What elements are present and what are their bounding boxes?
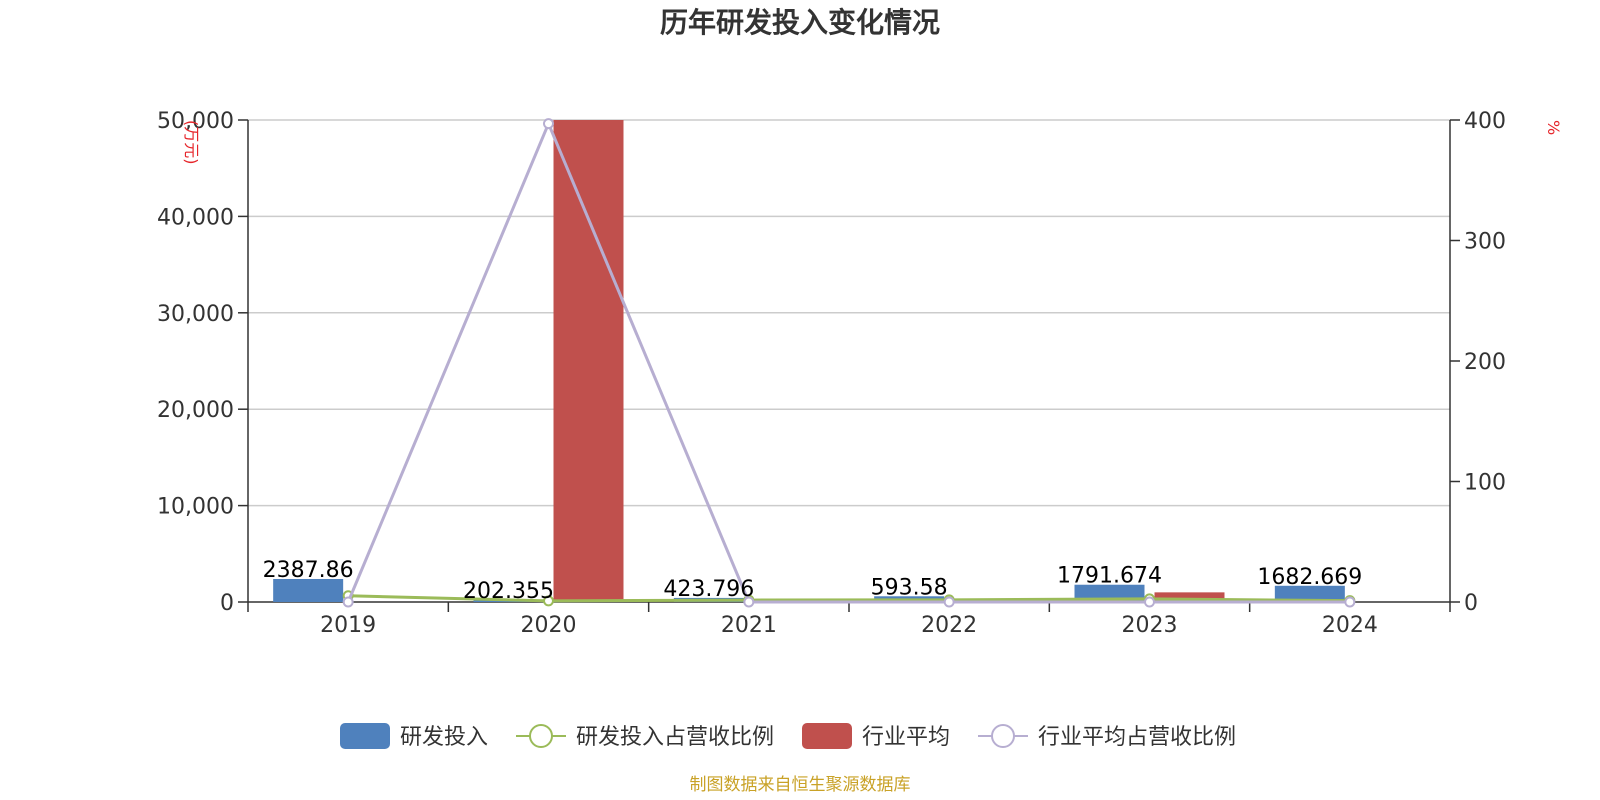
- legend-swatch-marker: [529, 724, 553, 748]
- left-tick-label: 50,000: [157, 109, 234, 134]
- legend-item[interactable]: 研发投入: [340, 723, 488, 750]
- line-point: [543, 118, 554, 130]
- legend-label: 研发投入: [400, 725, 488, 750]
- right-axis-unit: %: [1544, 120, 1563, 135]
- right-tick-label: 300: [1464, 230, 1506, 255]
- bar-industry-average: [553, 120, 624, 602]
- line-point: [1144, 596, 1155, 608]
- bar-rd-investment: [1274, 585, 1345, 602]
- line-point: [342, 596, 354, 608]
- left-axis-unit: (万元): [182, 120, 201, 165]
- line-series-3: [346, 119, 1350, 604]
- legend-item[interactable]: 行业平均占营收比例: [978, 724, 1236, 750]
- legend-label: 行业平均占营收比例: [1038, 725, 1236, 750]
- x-tick-label: 2023: [1122, 613, 1178, 638]
- x-tick-label: 2024: [1322, 613, 1378, 638]
- left-tick-label: 20,000: [157, 398, 234, 423]
- legend-swatch-bar: [802, 723, 852, 749]
- left-tick-label: 30,000: [157, 302, 234, 327]
- legend-swatch-bar: [340, 723, 390, 749]
- x-tick-label: 2020: [521, 613, 577, 638]
- right-tick-label: 100: [1464, 471, 1506, 496]
- line-point: [943, 596, 955, 608]
- data-label: 1682.669: [1257, 565, 1362, 590]
- data-label: 423.796: [663, 577, 754, 602]
- legend-swatch-marker: [991, 724, 1015, 748]
- lines: [342, 118, 1356, 608]
- x-tick-label: 2021: [721, 613, 777, 638]
- right-tick-label: 400: [1464, 109, 1506, 134]
- axes: 0 10,000 20,000 30,000 40,000 50,000 0 100 200 30…: [157, 109, 1563, 638]
- left-tick-label: 40,000: [157, 205, 234, 230]
- gridlines: [248, 119, 1450, 507]
- bar-rd-investment: [273, 578, 344, 602]
- right-tick-label: 0: [1464, 591, 1478, 616]
- legend-label: 行业平均: [862, 725, 950, 750]
- data-label: 1791.674: [1057, 564, 1162, 589]
- line-series-1: [348, 594, 1350, 603]
- bar-industry-average: [1154, 592, 1225, 602]
- x-tick-label: 2019: [320, 613, 376, 638]
- source-footer: 制图数据来自恒生聚源数据库: [690, 775, 911, 795]
- legend-item[interactable]: 行业平均: [802, 723, 950, 750]
- data-label: 2387.86: [263, 558, 354, 583]
- line-point: [543, 595, 554, 607]
- chart-title: 历年研发投入变化情况: [660, 6, 940, 39]
- data-label: 202.355: [463, 579, 554, 604]
- left-tick-label: 10,000: [157, 495, 234, 520]
- line-point: [743, 596, 755, 608]
- legend-label: 研发投入占营收比例: [576, 725, 774, 750]
- bars: [273, 120, 1345, 602]
- legend[interactable]: 研发投入 研发投入占营收比例 行业平均 行业平均占营收比例: [340, 723, 1236, 750]
- data-label: 593.58: [871, 575, 948, 600]
- data-labels: 2387.86 202.355 423.796 593.58 1791.674 1682.…: [263, 558, 1363, 604]
- x-tick-label: 2022: [921, 613, 977, 638]
- line-point: [1344, 596, 1356, 608]
- right-tick-label: 200: [1464, 350, 1506, 375]
- legend-item[interactable]: 研发投入占营收比例: [516, 724, 774, 750]
- left-tick-label: 0: [220, 591, 234, 616]
